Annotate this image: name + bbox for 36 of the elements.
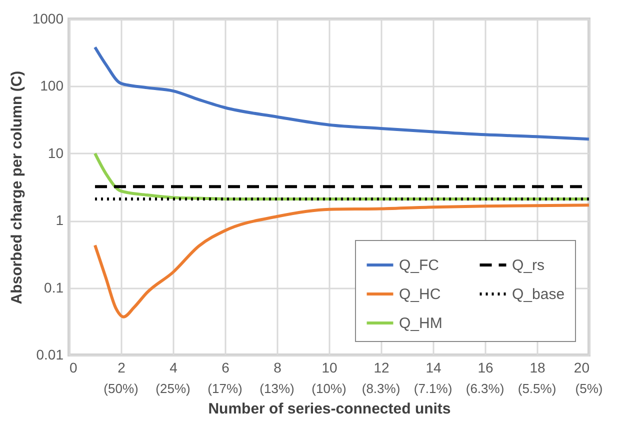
text: (5.5%) (518, 381, 556, 396)
x-tick-label: 6 (222, 360, 230, 376)
y-tick-label: 0.01 (36, 346, 64, 362)
x-tick-label: 10 (322, 360, 338, 376)
text: (25%) (156, 381, 190, 396)
y-tick-label: 10 (48, 144, 64, 161)
y-tick-label: 1000 (32, 10, 64, 26)
legend-label: Q_base (512, 286, 565, 303)
y-tick-label: 100 (40, 78, 64, 94)
text: (6.3%) (466, 381, 504, 396)
text: (5%) (575, 381, 603, 396)
text: (10%) (312, 381, 346, 396)
x-axis-title: Number of series-connected units (208, 400, 451, 418)
text: (7.1%) (414, 381, 452, 396)
legend-label: Q_HC (399, 286, 441, 303)
text: (8.3%) (362, 381, 400, 396)
x-tick-label: 12 (374, 360, 390, 376)
text: (17%) (208, 381, 242, 396)
x-tick-label: 16 (478, 360, 494, 376)
y-axis-title: Absorbed charge per column (C) (8, 70, 26, 304)
x-tick-label: 18 (530, 360, 546, 376)
y-tick-label: 1 (56, 212, 64, 228)
text: (13%) (260, 381, 294, 396)
x-tick-label: 4 (170, 360, 178, 376)
x-tick-label: 8 (274, 360, 282, 376)
legend-label: Q_HM (399, 315, 442, 332)
line-series (94, 204, 590, 318)
line-series (94, 46, 590, 141)
text: (50%) (104, 381, 138, 396)
y-tick-label: 0.1 (44, 279, 64, 296)
x-tick-label: 20 (574, 360, 590, 376)
x-tick-label: 14 (426, 360, 442, 376)
x-tick-label: 2 (118, 360, 126, 376)
x-tick-label: 0 (70, 360, 78, 376)
legend-label: Q_rs (512, 257, 545, 274)
legend-label: Q_FC (399, 257, 440, 274)
